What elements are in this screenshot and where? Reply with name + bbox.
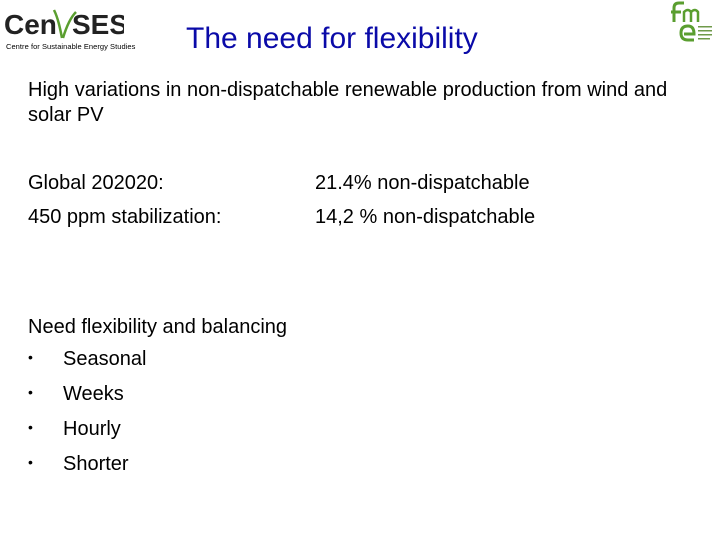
censes-wordmark-right: SES xyxy=(72,9,124,40)
bullet-icon: • xyxy=(28,384,33,400)
bullet-text: Weeks xyxy=(63,383,124,405)
censes-wordmark-left: Cen xyxy=(4,9,57,40)
censes-tagline: Centre for Sustainable Energy Studies xyxy=(6,42,136,51)
scenario-label: 450 ppm stabilization: xyxy=(28,206,222,228)
need-heading: Need flexibility and balancing xyxy=(28,316,288,338)
scenario-value: 21.4% non-dispatchable xyxy=(315,172,530,194)
scenario-value: 14,2 % non-dispatchable xyxy=(315,206,536,228)
scenario-label: Global 202020: xyxy=(28,172,164,194)
bullet-text: Seasonal xyxy=(63,348,147,370)
bullet-text: Hourly xyxy=(63,418,121,440)
censes-wordmark-icon: Cen SES xyxy=(4,9,124,40)
bullet-icon: • xyxy=(28,349,33,365)
bullet-icon: • xyxy=(28,419,33,435)
censes-logo: Cen SES Centre for Sustainable Energy St… xyxy=(4,2,154,54)
slide-title: The need for flexibility xyxy=(186,22,478,55)
bullet-icon: • xyxy=(28,454,33,470)
intro-text: High variations in non-dispatchable rene… xyxy=(28,79,668,126)
bullet-text: Shorter xyxy=(63,453,129,475)
fme-logo-icon xyxy=(668,0,716,46)
